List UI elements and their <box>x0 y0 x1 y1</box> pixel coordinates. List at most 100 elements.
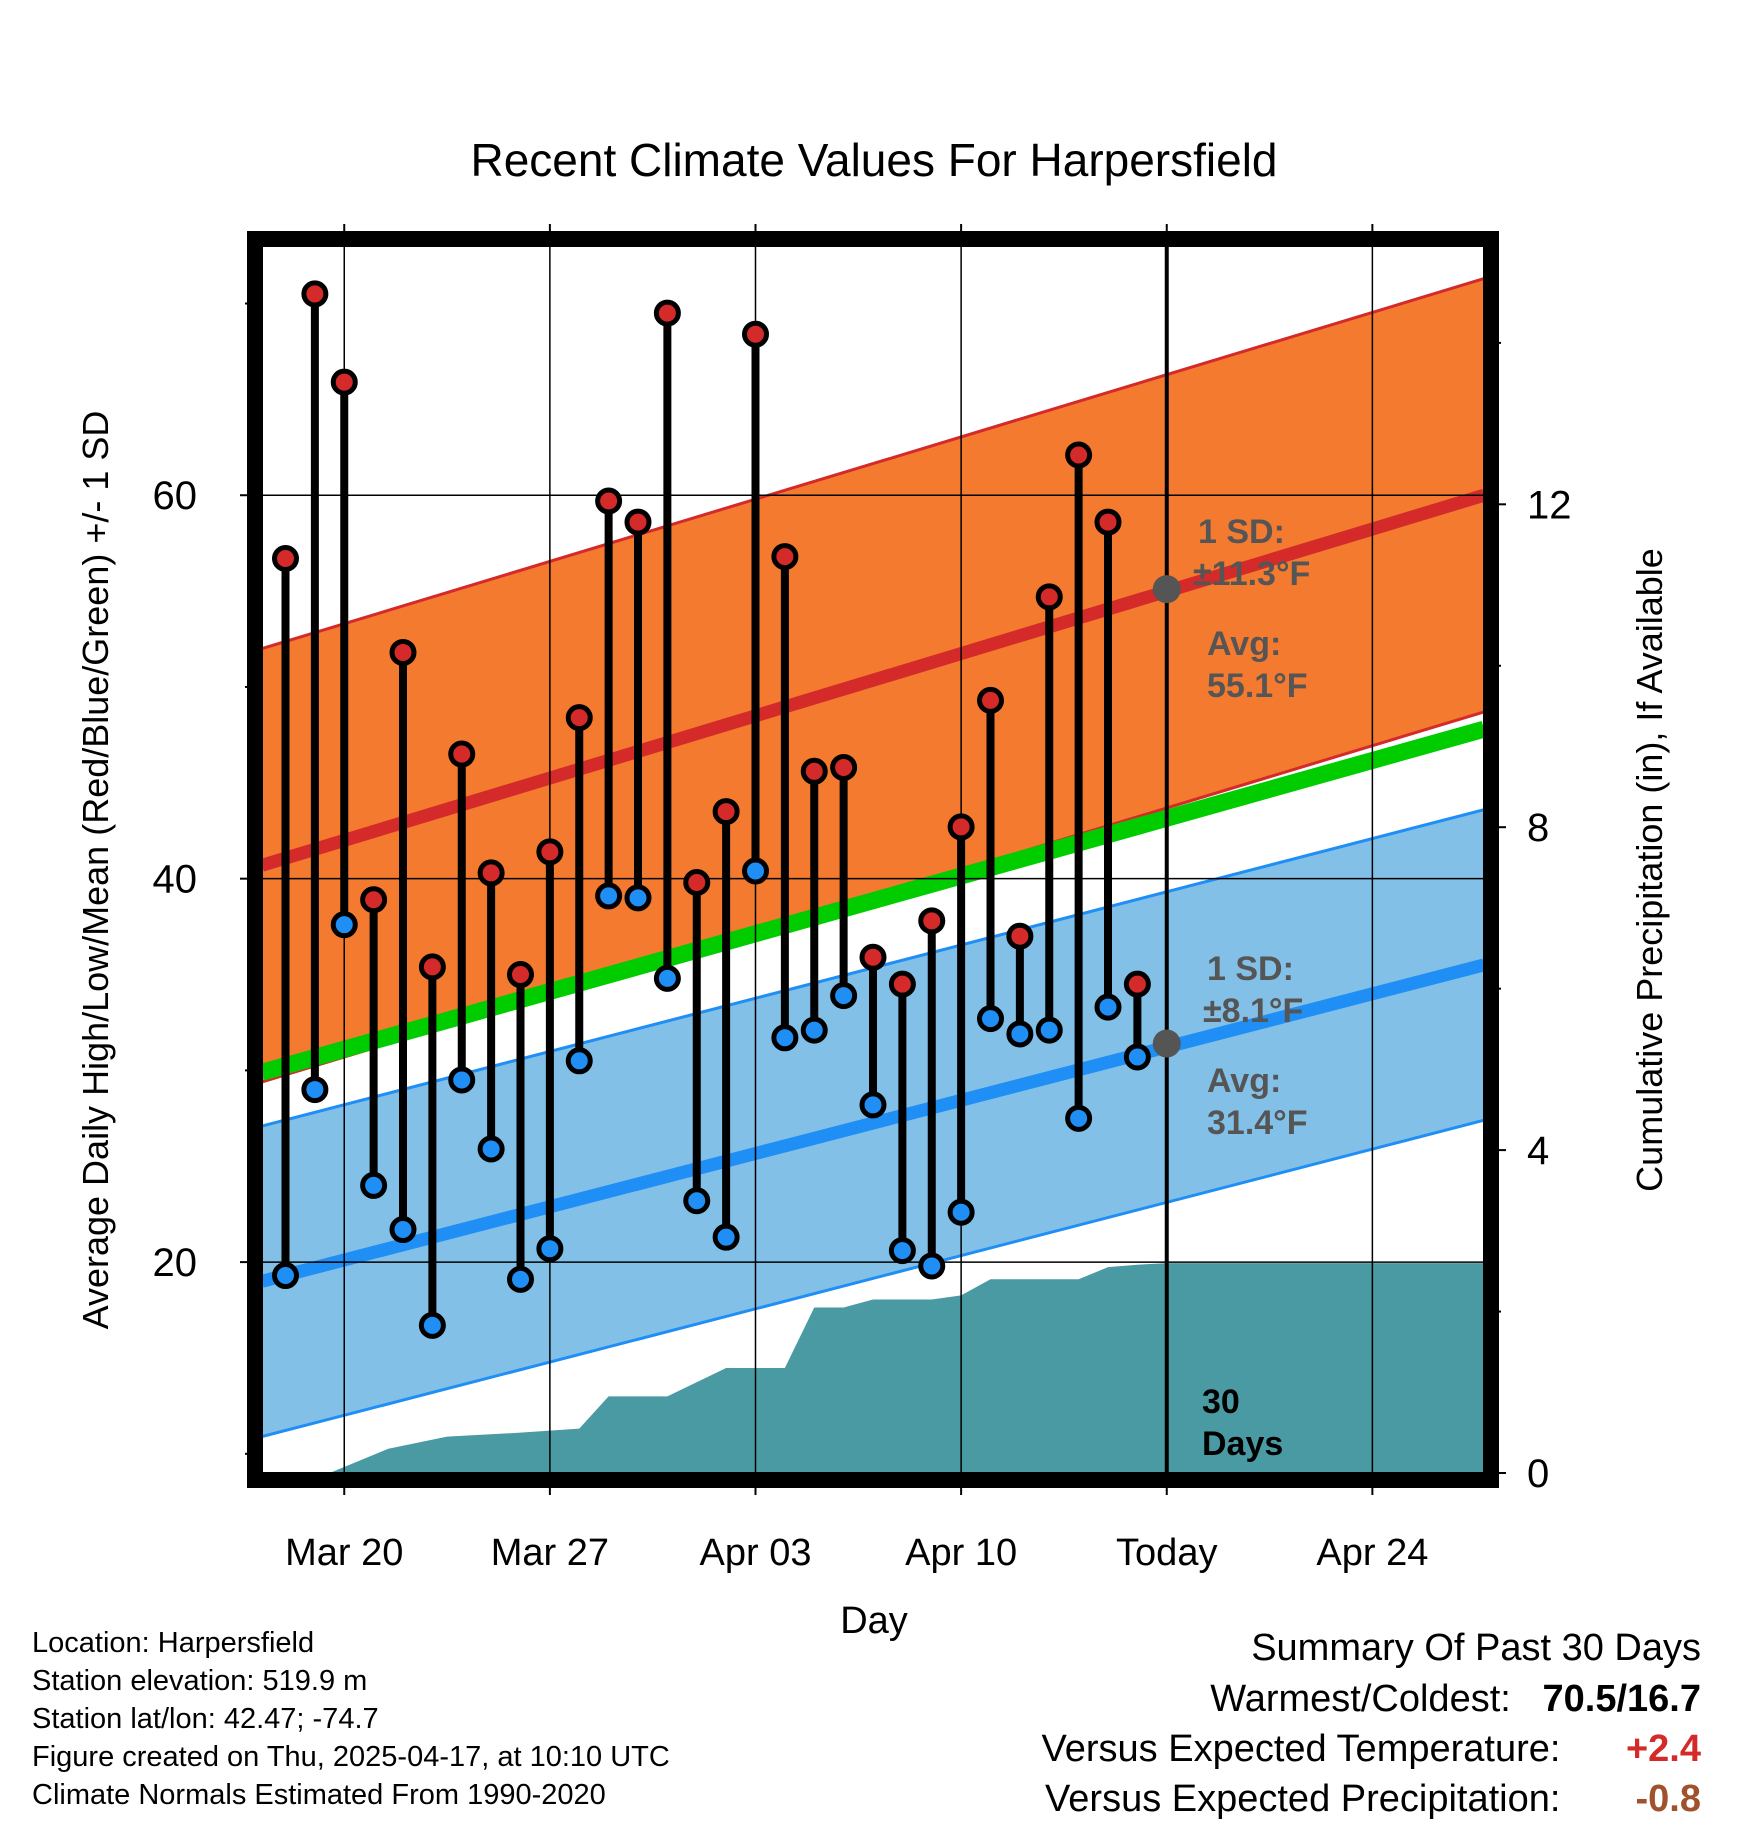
day-low-point <box>888 1237 916 1265</box>
day-high-point <box>771 543 799 571</box>
annotations: Mar 20 Mar 27 Apr 03 Apr 10 Today Apr 2420406… <box>153 474 1572 1574</box>
y-tick-label: 40 <box>153 858 198 902</box>
low-avg-marker <box>1152 1029 1181 1058</box>
day-low-point <box>1035 1016 1063 1044</box>
day-high-point <box>477 859 505 887</box>
precip-area <box>262 1263 1484 1473</box>
period-label-number: 30 <box>1202 1383 1240 1421</box>
day-low-point <box>536 1235 564 1263</box>
high-sd-label: 1 SD: <box>1198 513 1285 551</box>
day-low-point <box>448 1066 476 1094</box>
precip-anomaly-label: Versus Expected Precipitation: <box>1045 1778 1561 1820</box>
day-low-point <box>301 1076 329 1104</box>
day-low-point <box>418 1311 446 1339</box>
plot-content <box>262 246 1484 1473</box>
day-low-point <box>565 1047 593 1075</box>
day-low-point <box>977 1005 1004 1033</box>
low-normal-line <box>262 958 1484 1288</box>
y2-tick-label: 4 <box>1527 1129 1549 1173</box>
elevation-text: Station elevation: 519.9 m <box>32 1665 368 1697</box>
plot-area <box>240 224 1506 1495</box>
day-low-point <box>947 1198 975 1226</box>
day-low-point <box>712 1223 740 1251</box>
low-sd-label: 1 SD: <box>1207 950 1294 988</box>
y-axis-label: Average Daily High/Low/Mean (Red/Blue/Gr… <box>75 411 116 1330</box>
summary-title: Summary Of Past 30 Days <box>1251 1627 1701 1669</box>
day-high-point <box>1035 583 1063 611</box>
high-avg-label: Avg: <box>1207 625 1281 663</box>
day-low-point <box>330 911 358 939</box>
x-tick-label: Apr 24 <box>1316 1532 1428 1574</box>
period-label-days: Days <box>1202 1425 1283 1463</box>
day-high-point <box>595 487 623 515</box>
day-high-point <box>888 970 916 998</box>
created-text: Figure created on Thu, 2025-04-17, at 10… <box>32 1741 670 1773</box>
y2-tick-label: 8 <box>1527 806 1549 850</box>
day-low-point <box>800 1016 828 1044</box>
day-high-point <box>683 869 711 897</box>
day-low-point <box>859 1091 887 1119</box>
summary-warm-cold: Warmest/Coldest: 70.5/16.7 <box>1210 1678 1701 1721</box>
day-high-point <box>830 753 858 781</box>
day-low-point <box>683 1187 711 1215</box>
day-high-point <box>800 757 828 785</box>
day-high-point <box>448 740 476 768</box>
low-band-lower-edge <box>262 1118 1484 1439</box>
day-low-point <box>624 884 652 912</box>
day-low-point <box>1094 993 1122 1021</box>
day-low-point <box>653 964 681 992</box>
day-high-point <box>712 798 740 826</box>
warm-cold-label: Warmest/Coldest: <box>1210 1678 1511 1720</box>
day-low-point <box>1006 1020 1034 1048</box>
low-avg-value: 31.4°F <box>1207 1104 1308 1142</box>
day-low-point <box>507 1265 534 1293</box>
day-high-point <box>1065 441 1093 469</box>
y-tick-label: 60 <box>153 474 198 518</box>
precip-anomaly-value: -0.8 <box>1635 1778 1701 1820</box>
x-tick-label: Today <box>1116 1532 1217 1574</box>
day-low-point <box>595 882 623 910</box>
day-high-point <box>624 508 652 536</box>
day-low-point <box>1123 1043 1151 1071</box>
y2-tick-label: 12 <box>1527 483 1572 527</box>
location-text: Location: Harpersfield <box>32 1627 315 1659</box>
temp-anomaly-value: +2.4 <box>1625 1728 1701 1770</box>
day-low-point <box>771 1024 799 1052</box>
high-avg-value: 55.1°F <box>1207 667 1308 705</box>
y2-tick-label: 0 <box>1527 1452 1549 1496</box>
day-high-point <box>418 953 446 981</box>
day-high-point <box>653 299 681 327</box>
x-axis-label: Day <box>840 1600 908 1642</box>
day-high-point <box>507 961 534 989</box>
temp-anomaly-label: Versus Expected Temperature: <box>1041 1728 1561 1770</box>
day-high-point <box>918 907 946 935</box>
low-sd-value: ±8.1°F <box>1203 992 1303 1030</box>
x-tick-label: Mar 27 <box>491 1532 609 1574</box>
station-info: Location: Harpersfield Station elevation… <box>32 1624 670 1814</box>
day-high-point <box>360 886 388 914</box>
day-high-point <box>301 280 329 308</box>
day-high-point <box>742 320 769 348</box>
high-band-upper-edge <box>262 277 1484 651</box>
day-low-point <box>477 1135 505 1163</box>
high-sd-value: ±11.3°F <box>1193 555 1310 593</box>
summary-precip: Versus Expected Precipitation: -0.8 <box>1045 1778 1701 1821</box>
day-low-point <box>1065 1104 1093 1132</box>
warm-cold-value: 70.5/16.7 <box>1542 1678 1701 1720</box>
day-high-point <box>565 704 593 732</box>
day-low-point <box>918 1252 946 1280</box>
y-tick-label: 20 <box>153 1241 198 1285</box>
x-tick-label: Apr 03 <box>700 1532 812 1574</box>
day-low-point <box>360 1171 388 1199</box>
day-high-point <box>536 838 564 866</box>
day-high-point <box>272 545 299 573</box>
summary-temp: Versus Expected Temperature: +2.4 <box>1042 1728 1701 1771</box>
day-low-point <box>742 857 769 885</box>
chart-title: Recent Climate Values For Harpersfield <box>470 134 1277 186</box>
day-high-point <box>1123 970 1151 998</box>
y2-axis-label: Cumulative Precipitation (in), If Availa… <box>1629 548 1670 1192</box>
day-high-point <box>859 943 887 971</box>
x-tick-label: Mar 20 <box>285 1532 403 1574</box>
day-high-point <box>977 686 1004 714</box>
